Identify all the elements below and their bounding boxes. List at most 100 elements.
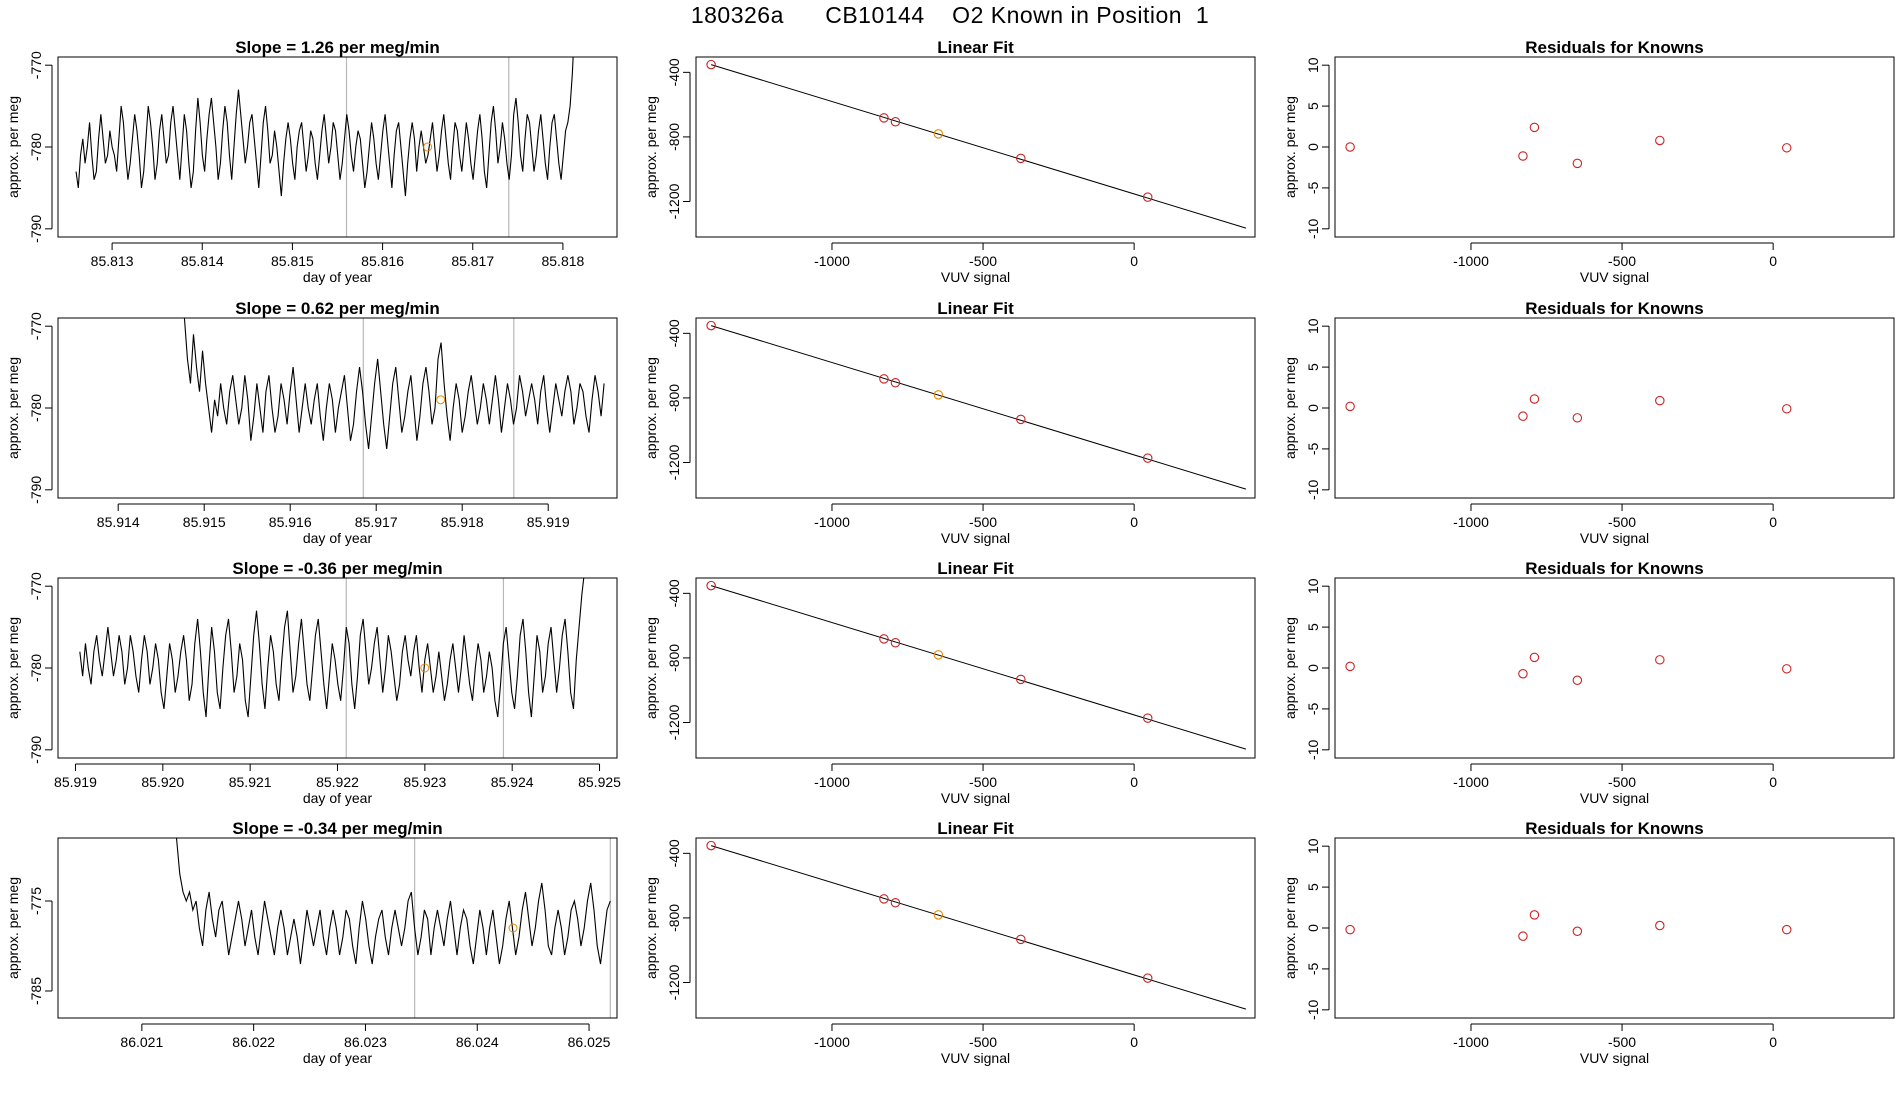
panel-title: Linear Fit xyxy=(937,559,1014,578)
highlight-point xyxy=(933,129,944,139)
highlight-point xyxy=(508,923,518,933)
y-axis: -1200 -800 -400 approx. per meg xyxy=(643,319,691,480)
y-tick-label: -770 xyxy=(28,312,44,340)
y-tick-label: -400 xyxy=(666,319,682,347)
x-tick-label: 0 xyxy=(1130,774,1138,790)
data-point xyxy=(1016,934,1026,945)
data-point xyxy=(879,634,889,644)
x-axis-label: VUV signal xyxy=(941,1050,1010,1066)
data-point xyxy=(1142,453,1153,463)
x-tick-label: -1000 xyxy=(814,1034,850,1050)
plot-frame xyxy=(57,56,618,238)
y-axis-label: approx. per meg xyxy=(643,877,659,979)
y-tick-label: -10 xyxy=(1305,218,1321,238)
data-layer xyxy=(706,320,1247,490)
y-axis-label: approx. per meg xyxy=(643,357,659,459)
data-point xyxy=(890,897,901,908)
data-point xyxy=(1529,394,1540,404)
x-tick-label: 85.914 xyxy=(97,514,140,530)
data-point xyxy=(1518,411,1528,421)
highlight-point xyxy=(933,650,944,660)
y-axis: -1200 -800 -400 approx. per meg xyxy=(643,58,691,219)
data-point xyxy=(1016,674,1026,685)
x-tick-label: -1000 xyxy=(1453,253,1489,269)
panel-title: Linear Fit xyxy=(937,299,1014,318)
y-axis: -10 -5 0 5 10 approx. per meg xyxy=(1282,318,1330,500)
y-tick-label: -780 xyxy=(28,654,44,682)
x-axis: -1000 -500 0 VUV signal xyxy=(1453,763,1777,806)
y-axis: -790 -780 -770 approx. per meg xyxy=(5,312,53,504)
y-tick-label: 10 xyxy=(1305,318,1321,334)
data-layer xyxy=(1345,910,1792,941)
x-axis: -1000 -500 0 VUV signal xyxy=(1453,242,1777,285)
data-point xyxy=(1345,401,1355,412)
data-point xyxy=(1345,661,1355,672)
page-title: 180326a CB10144 O2 Known in Position 1 xyxy=(690,2,1210,28)
x-axis-label: day of year xyxy=(303,1050,373,1066)
data-point xyxy=(1572,413,1583,423)
data-point xyxy=(1572,675,1583,686)
x-tick-label: 86.023 xyxy=(344,1034,387,1050)
data-point xyxy=(1781,924,1792,935)
plot-frame xyxy=(57,317,618,499)
x-axis-label: VUV signal xyxy=(1580,1050,1649,1066)
x-tick-label: 86.021 xyxy=(120,1034,163,1050)
x-tick-label: -500 xyxy=(1608,774,1636,790)
y-tick-label: -5 xyxy=(1305,962,1321,975)
panel-title: Slope = -0.34 per meg/min xyxy=(232,819,442,838)
y-axis-label: approx. per meg xyxy=(1282,617,1298,719)
x-tick-label: -1000 xyxy=(1453,774,1489,790)
series-line xyxy=(175,838,611,965)
y-axis-label: approx. per meg xyxy=(1282,357,1298,459)
data-point xyxy=(706,59,716,70)
panel-r4-resid: Residuals for Knowns -1000 -500 0 VUV signal… xyxy=(1282,819,1895,1066)
y-tick-label: 0 xyxy=(1305,924,1321,932)
series-line xyxy=(79,578,585,718)
series-line xyxy=(75,57,574,197)
data-point xyxy=(879,374,889,384)
y-axis: -10 -5 0 5 10 approx. per meg xyxy=(1282,838,1330,1020)
y-tick-label: -10 xyxy=(1305,739,1321,759)
y-tick-label: -400 xyxy=(666,839,682,867)
x-tick-label: 0 xyxy=(1769,514,1777,530)
y-tick-label: 10 xyxy=(1305,578,1321,594)
y-tick-label: -5 xyxy=(1305,181,1321,194)
y-axis-label: approx. per meg xyxy=(5,617,21,719)
data-point xyxy=(1781,143,1792,153)
data-point xyxy=(1142,713,1153,723)
y-axis: -785 -775 approx. per meg xyxy=(5,877,53,1005)
y-tick-label: -790 xyxy=(28,736,44,764)
x-tick-label: 85.922 xyxy=(316,774,359,790)
highlight-point xyxy=(420,663,430,673)
data-point xyxy=(1142,973,1153,983)
fit-line xyxy=(710,585,1247,750)
x-tick-label: -500 xyxy=(1608,514,1636,530)
x-axis: -1000 -500 0 VUV signal xyxy=(814,763,1138,806)
y-tick-label: 10 xyxy=(1305,838,1321,854)
data-layer xyxy=(1345,652,1792,686)
y-axis: -1200 -800 -400 approx. per meg xyxy=(643,579,691,740)
panel-title: Slope = 0.62 per meg/min xyxy=(235,299,440,318)
y-axis-label: approx. per meg xyxy=(643,617,659,719)
x-tick-label: 85.814 xyxy=(181,253,224,269)
panel-title: Linear Fit xyxy=(937,819,1014,838)
x-axis: -1000 -500 0 VUV signal xyxy=(814,1023,1138,1066)
x-tick-label: 85.817 xyxy=(451,253,494,269)
data-point xyxy=(1655,655,1665,665)
x-axis-label: VUV signal xyxy=(1580,530,1649,546)
panel-title: Residuals for Knowns xyxy=(1525,299,1704,318)
x-axis: 86.021 86.022 86.023 86.024 86.025 day of yea… xyxy=(120,1023,611,1066)
x-axis-label: VUV signal xyxy=(941,269,1010,285)
panel-r2-resid: Residuals for Knowns -1000 -500 0 VUV signal… xyxy=(1282,299,1895,546)
data-point xyxy=(1572,926,1583,937)
plot-frame xyxy=(1334,577,1895,759)
fit-line xyxy=(710,325,1247,490)
x-tick-label: 86.022 xyxy=(232,1034,275,1050)
y-axis: -1200 -800 -400 approx. per meg xyxy=(643,839,691,1000)
data-point xyxy=(1142,192,1153,202)
highlight-point xyxy=(933,390,944,400)
x-tick-label: 85.916 xyxy=(269,514,312,530)
y-tick-label: -790 xyxy=(28,215,44,243)
